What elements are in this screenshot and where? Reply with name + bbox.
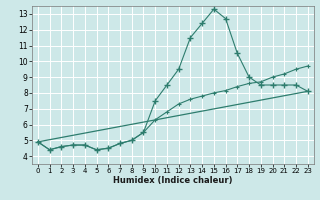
X-axis label: Humidex (Indice chaleur): Humidex (Indice chaleur) — [113, 176, 233, 185]
